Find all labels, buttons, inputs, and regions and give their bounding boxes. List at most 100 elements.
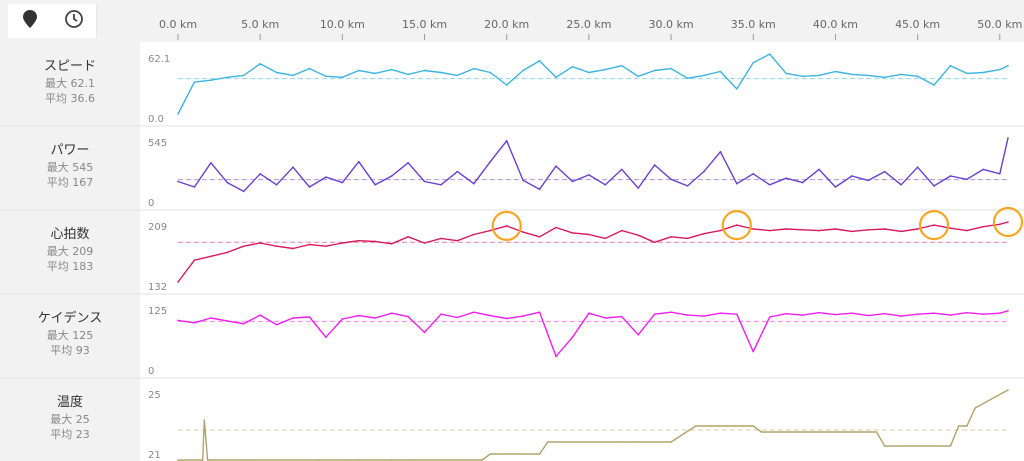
data-point — [785, 72, 787, 75]
data-point — [308, 186, 311, 188]
series-line-4 — [178, 389, 1009, 461]
data-point — [768, 53, 771, 55]
data-point — [456, 316, 459, 319]
data-point — [308, 316, 311, 318]
data-point — [670, 178, 672, 181]
data-point — [670, 236, 672, 238]
data-point — [736, 224, 738, 226]
data-point — [440, 237, 442, 240]
data-point — [719, 229, 722, 232]
x-tick-label: 20.0 km — [484, 18, 529, 31]
data-point — [341, 181, 344, 184]
data-point — [982, 71, 985, 74]
data-point — [407, 161, 409, 164]
data-point — [916, 228, 919, 230]
data-point — [505, 139, 508, 142]
metrics-sidebar — [0, 42, 140, 461]
data-point — [522, 179, 524, 182]
metric-average: 平均 183 — [0, 259, 140, 274]
avg-value: 23 — [75, 428, 90, 441]
data-point — [620, 441, 623, 443]
avg-label: 平均 — [45, 92, 67, 105]
data-point — [522, 69, 524, 72]
y-min-label: 0.0 — [148, 114, 164, 125]
data-point — [982, 168, 985, 171]
data-point — [538, 188, 541, 190]
max-value: 209 — [72, 245, 94, 258]
data-point — [900, 183, 902, 186]
max-value: 62.1 — [70, 77, 96, 90]
data-point — [588, 71, 590, 74]
data-point — [653, 241, 656, 244]
metric-label-block: スピード 最大 62.1 平均 36.6 — [0, 58, 140, 106]
data-point — [1007, 221, 1009, 223]
data-point — [998, 68, 1001, 71]
data-point — [818, 311, 820, 314]
data-point — [325, 336, 327, 339]
avg-value: 36.6 — [70, 92, 96, 105]
data-point — [177, 281, 179, 283]
data-point — [637, 334, 639, 336]
avg-label: 平均 — [46, 176, 69, 189]
series-line-3 — [177, 310, 1009, 358]
data-point — [210, 459, 212, 461]
data-point — [177, 319, 179, 322]
data-point — [966, 229, 968, 232]
metric-name: ケイデンス — [37, 311, 103, 326]
data-point — [357, 459, 360, 461]
metric-average: 平均 36.6 — [0, 91, 140, 106]
data-point — [801, 181, 804, 184]
data-point — [883, 76, 886, 79]
data-point — [851, 230, 853, 233]
map-view-button[interactable] — [8, 4, 53, 38]
clock-icon — [64, 9, 84, 33]
data-point — [571, 65, 574, 68]
data-point — [390, 175, 393, 177]
data-point — [456, 74, 459, 77]
y-min-label: 0 — [148, 366, 154, 377]
data-point — [390, 459, 393, 461]
metric-average: 平均 93 — [0, 343, 140, 358]
data-point — [374, 72, 377, 75]
data-point — [768, 183, 771, 186]
data-point — [423, 331, 426, 334]
data-point — [407, 459, 409, 461]
series-line-0 — [177, 53, 1009, 115]
data-point — [242, 245, 245, 247]
data-point — [357, 69, 360, 72]
time-view-button[interactable] — [52, 4, 97, 38]
data-point — [341, 242, 344, 244]
x-tick-label: 15.0 km — [402, 18, 447, 31]
data-point — [620, 168, 623, 171]
data-point — [226, 320, 229, 322]
data-point — [201, 459, 204, 461]
data-point — [637, 187, 639, 189]
data-point — [752, 61, 755, 64]
data-point — [818, 74, 820, 77]
data-point — [900, 315, 902, 317]
avg-label: 平均 — [50, 344, 73, 357]
data-point — [210, 161, 212, 164]
x-tick-label: 40.0 km — [813, 18, 858, 31]
data-point — [867, 74, 870, 77]
data-point — [966, 311, 968, 314]
data-point — [883, 312, 886, 315]
metric-label-block: ケイデンス 最大 125 平均 93 — [0, 310, 140, 358]
data-point — [703, 74, 705, 77]
data-point — [957, 425, 960, 427]
data-point — [703, 170, 705, 173]
data-point — [900, 230, 902, 233]
metric-label-block: パワー 最大 545 平均 167 — [0, 142, 140, 190]
data-point — [407, 236, 409, 238]
data-point — [1007, 64, 1009, 67]
data-point — [357, 160, 360, 163]
x-tick-label: 25.0 km — [566, 18, 611, 31]
metric-name: パワー — [50, 143, 90, 158]
data-point — [489, 453, 492, 455]
data-point — [481, 459, 483, 461]
data-point — [318, 459, 321, 461]
data-point — [275, 183, 278, 186]
data-point — [620, 315, 623, 318]
metric-label-block: 温度 最大 25 平均 23 — [0, 394, 140, 442]
